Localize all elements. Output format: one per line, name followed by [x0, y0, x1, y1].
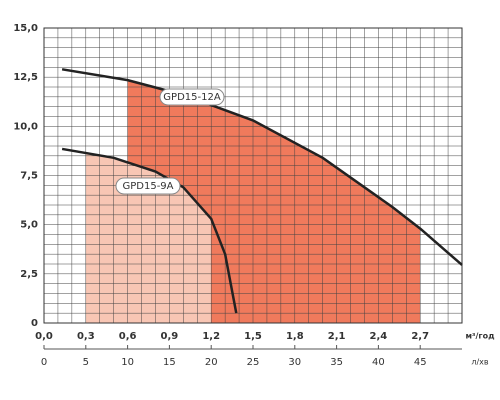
x2-tick-label: 5 — [83, 357, 89, 368]
x2-tick-label: 35 — [330, 357, 343, 368]
x-tick-label: 1,8 — [286, 331, 304, 342]
x2-tick-label: 20 — [205, 357, 218, 368]
x2-tick-label: 10 — [121, 357, 134, 368]
x-tick-label: 1,5 — [244, 331, 262, 342]
x2-tick-label: 40 — [372, 357, 385, 368]
series-label: GPD15-12A — [163, 92, 221, 103]
x-tick-label: 2,4 — [370, 331, 388, 342]
y-tick-label: 5,0 — [20, 220, 38, 231]
plot-frame — [43, 27, 463, 324]
y-tick-label: 12,5 — [13, 72, 38, 83]
y-tick-label: 2,5 — [20, 269, 38, 280]
x-axis-label: м³/год — [465, 332, 495, 341]
label-box — [115, 177, 181, 195]
curve — [61, 147, 238, 314]
y-tick-label: 0 — [31, 318, 38, 329]
y-tick-label: 7,5 — [20, 171, 38, 182]
x-tick-label: 0,0 — [35, 331, 53, 342]
x-tick-label: 0,3 — [77, 331, 95, 342]
x-tick-label: 0,9 — [161, 331, 179, 342]
x2-tick-label: 0 — [41, 357, 47, 368]
x-tick-label: 2,1 — [328, 331, 346, 342]
x2-tick-label: 15 — [163, 357, 176, 368]
x-tick-label: 1,2 — [202, 331, 220, 342]
y-tick-label: 10,0 — [13, 121, 38, 132]
label-box — [159, 88, 225, 106]
x2-tick-label: 30 — [288, 357, 301, 368]
x-tick-label: 2,7 — [411, 331, 429, 342]
range-area — [85, 153, 212, 323]
x-tick-label: 0,6 — [119, 331, 137, 342]
y-tick-label: 15,0 — [13, 23, 38, 34]
x2-tick-label: 25 — [247, 357, 260, 368]
curve — [61, 68, 463, 266]
series-label: GPD15-9A — [122, 181, 173, 192]
x2-tick-label: 45 — [414, 357, 427, 368]
x2-axis-label: л/хв — [471, 358, 489, 367]
